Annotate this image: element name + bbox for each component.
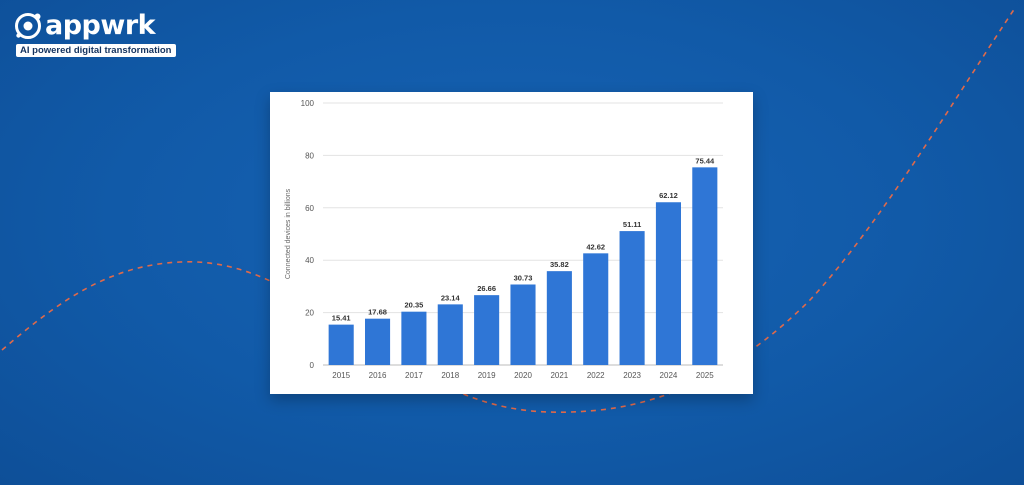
- y-tick-label: 60: [305, 204, 314, 213]
- bar: [474, 295, 500, 365]
- x-tick-label: 2023: [623, 371, 641, 380]
- bar: [546, 271, 572, 365]
- data-label: 42.62: [586, 242, 605, 251]
- data-label: 51.11: [623, 220, 641, 229]
- data-label: 20.35: [405, 301, 424, 310]
- y-tick-label: 80: [305, 151, 314, 160]
- x-tick-label: 2025: [696, 371, 714, 380]
- data-label: 23.14: [441, 293, 461, 302]
- brand-logo[interactable]: appwrk AI powered digital transformation: [14, 12, 176, 58]
- data-label: 75.44: [695, 156, 715, 165]
- x-tick-label: 2024: [660, 371, 678, 380]
- x-tick-label: 2021: [550, 371, 568, 380]
- y-tick-label: 100: [301, 99, 315, 108]
- bar: [583, 253, 609, 365]
- bar: [655, 202, 681, 365]
- appwrk-logo-icon: [14, 12, 42, 40]
- x-tick-label: 2017: [405, 371, 423, 380]
- bar: [365, 318, 391, 365]
- bar: [401, 311, 427, 365]
- bar: [692, 167, 718, 365]
- data-label: 30.73: [514, 273, 533, 282]
- x-tick-label: 2016: [369, 371, 387, 380]
- x-tick-label: 2015: [332, 371, 350, 380]
- brand-name: appwrk: [45, 10, 156, 41]
- data-label: 17.68: [368, 308, 387, 317]
- data-label: 15.41: [332, 314, 351, 323]
- x-tick-label: 2020: [514, 371, 532, 380]
- data-label: 26.66: [477, 284, 496, 293]
- x-tick-label: 2018: [441, 371, 459, 380]
- bar: [510, 284, 536, 365]
- data-label: 35.82: [550, 260, 569, 269]
- bar-chart: 0 20 40 60 80 100 Connected devices in billion…: [285, 99, 723, 380]
- chart-card: 0 20 40 60 80 100 Connected devices in billion…: [270, 92, 753, 394]
- bar: [437, 304, 463, 365]
- x-tick-label: 2022: [587, 371, 605, 380]
- y-tick-label: 40: [305, 256, 314, 265]
- y-axis-label: Connected devices in billions: [285, 188, 292, 279]
- bar: [619, 231, 645, 365]
- bar: [328, 324, 354, 365]
- brand-tagline: AI powered digital transformation: [16, 44, 176, 57]
- x-tick-label: 2019: [478, 371, 496, 380]
- y-tick-label: 0: [310, 361, 315, 370]
- data-label: 62.12: [659, 191, 678, 200]
- y-tick-label: 20: [305, 309, 314, 318]
